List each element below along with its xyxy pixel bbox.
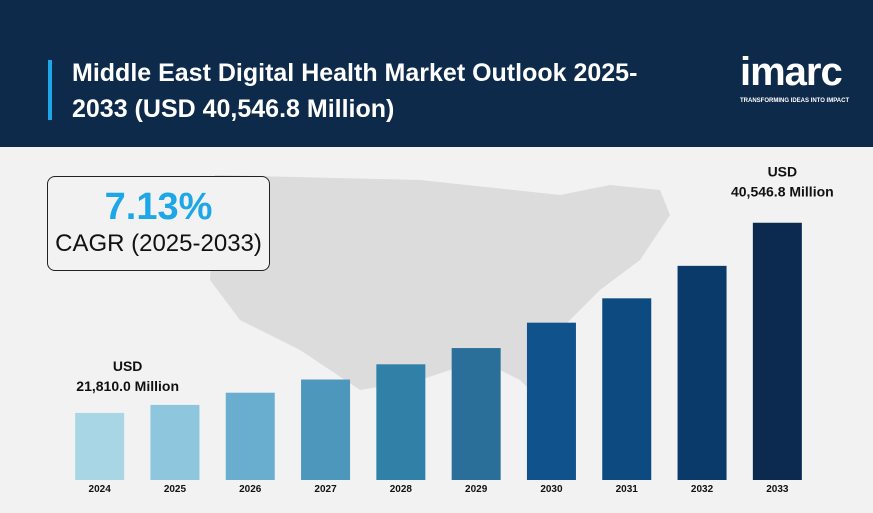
x-tick-label: 2025: [164, 484, 187, 495]
bar: [526, 322, 576, 480]
bar: [301, 379, 351, 480]
x-tick-label: 2032: [691, 484, 714, 495]
value-label: USD: [113, 358, 143, 374]
cagr-label: CAGR (2025-2033): [55, 230, 262, 257]
bar: [677, 265, 727, 480]
cagr-value: 7.13%: [104, 186, 213, 228]
x-tick-label: 2029: [465, 484, 488, 495]
logo: imarc: [740, 50, 843, 94]
bar: [225, 392, 275, 480]
x-tick-label: 2027: [314, 484, 337, 495]
header: Middle East Digital Health Market Outloo…: [0, 0, 873, 147]
chart-title: Middle East Digital Health Market Outloo…: [72, 59, 638, 123]
x-tick-label: 2033: [766, 484, 789, 495]
background-map: [210, 175, 670, 400]
value-label: 21,810.0 Million: [76, 378, 179, 394]
x-tick-label: 2031: [616, 484, 639, 495]
bar: [602, 298, 652, 480]
value-label: USD: [768, 164, 798, 180]
x-tick-label: 2026: [239, 484, 262, 495]
accent-bar: [48, 60, 52, 120]
value-label: 40,546.8 Million: [731, 184, 834, 200]
bar: [150, 404, 200, 480]
bar: [752, 222, 802, 480]
x-tick-label: 2024: [89, 484, 112, 495]
bar: [376, 364, 426, 480]
logo-tagline: TRANSFORMING IDEAS INTO IMPACT: [740, 98, 850, 104]
bar: [451, 348, 501, 480]
bar: [75, 412, 125, 480]
x-tick-label: 2030: [540, 484, 563, 495]
cagr-box: 7.13% CAGR (2025-2033): [47, 176, 270, 271]
x-tick-label: 2028: [390, 484, 413, 495]
